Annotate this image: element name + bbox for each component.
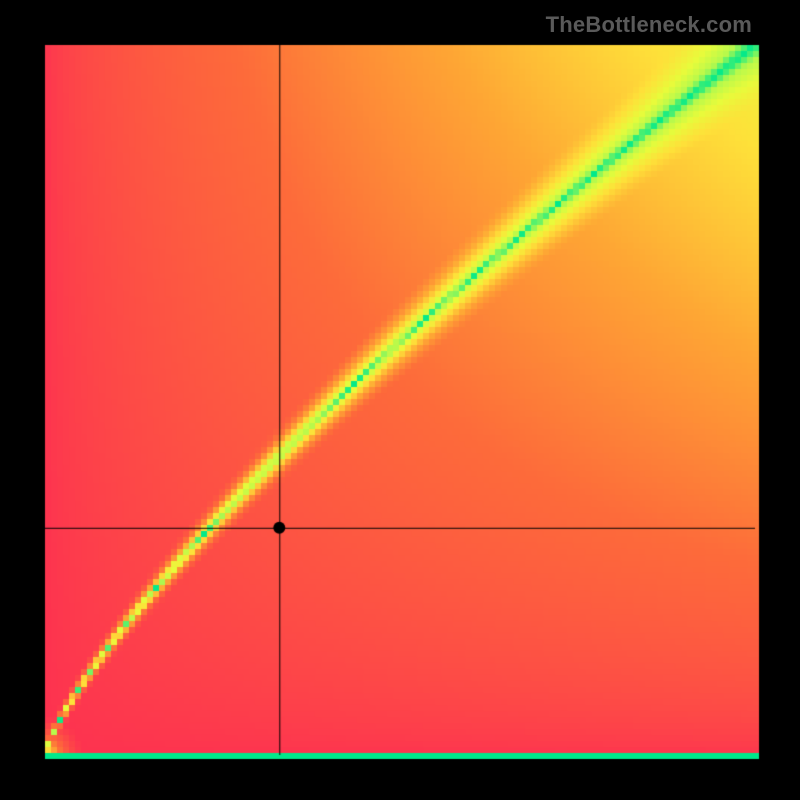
chart-container: TheBottleneck.com [0, 0, 800, 800]
watermark-text: TheBottleneck.com [546, 12, 752, 38]
heatmap-plot [0, 0, 800, 800]
